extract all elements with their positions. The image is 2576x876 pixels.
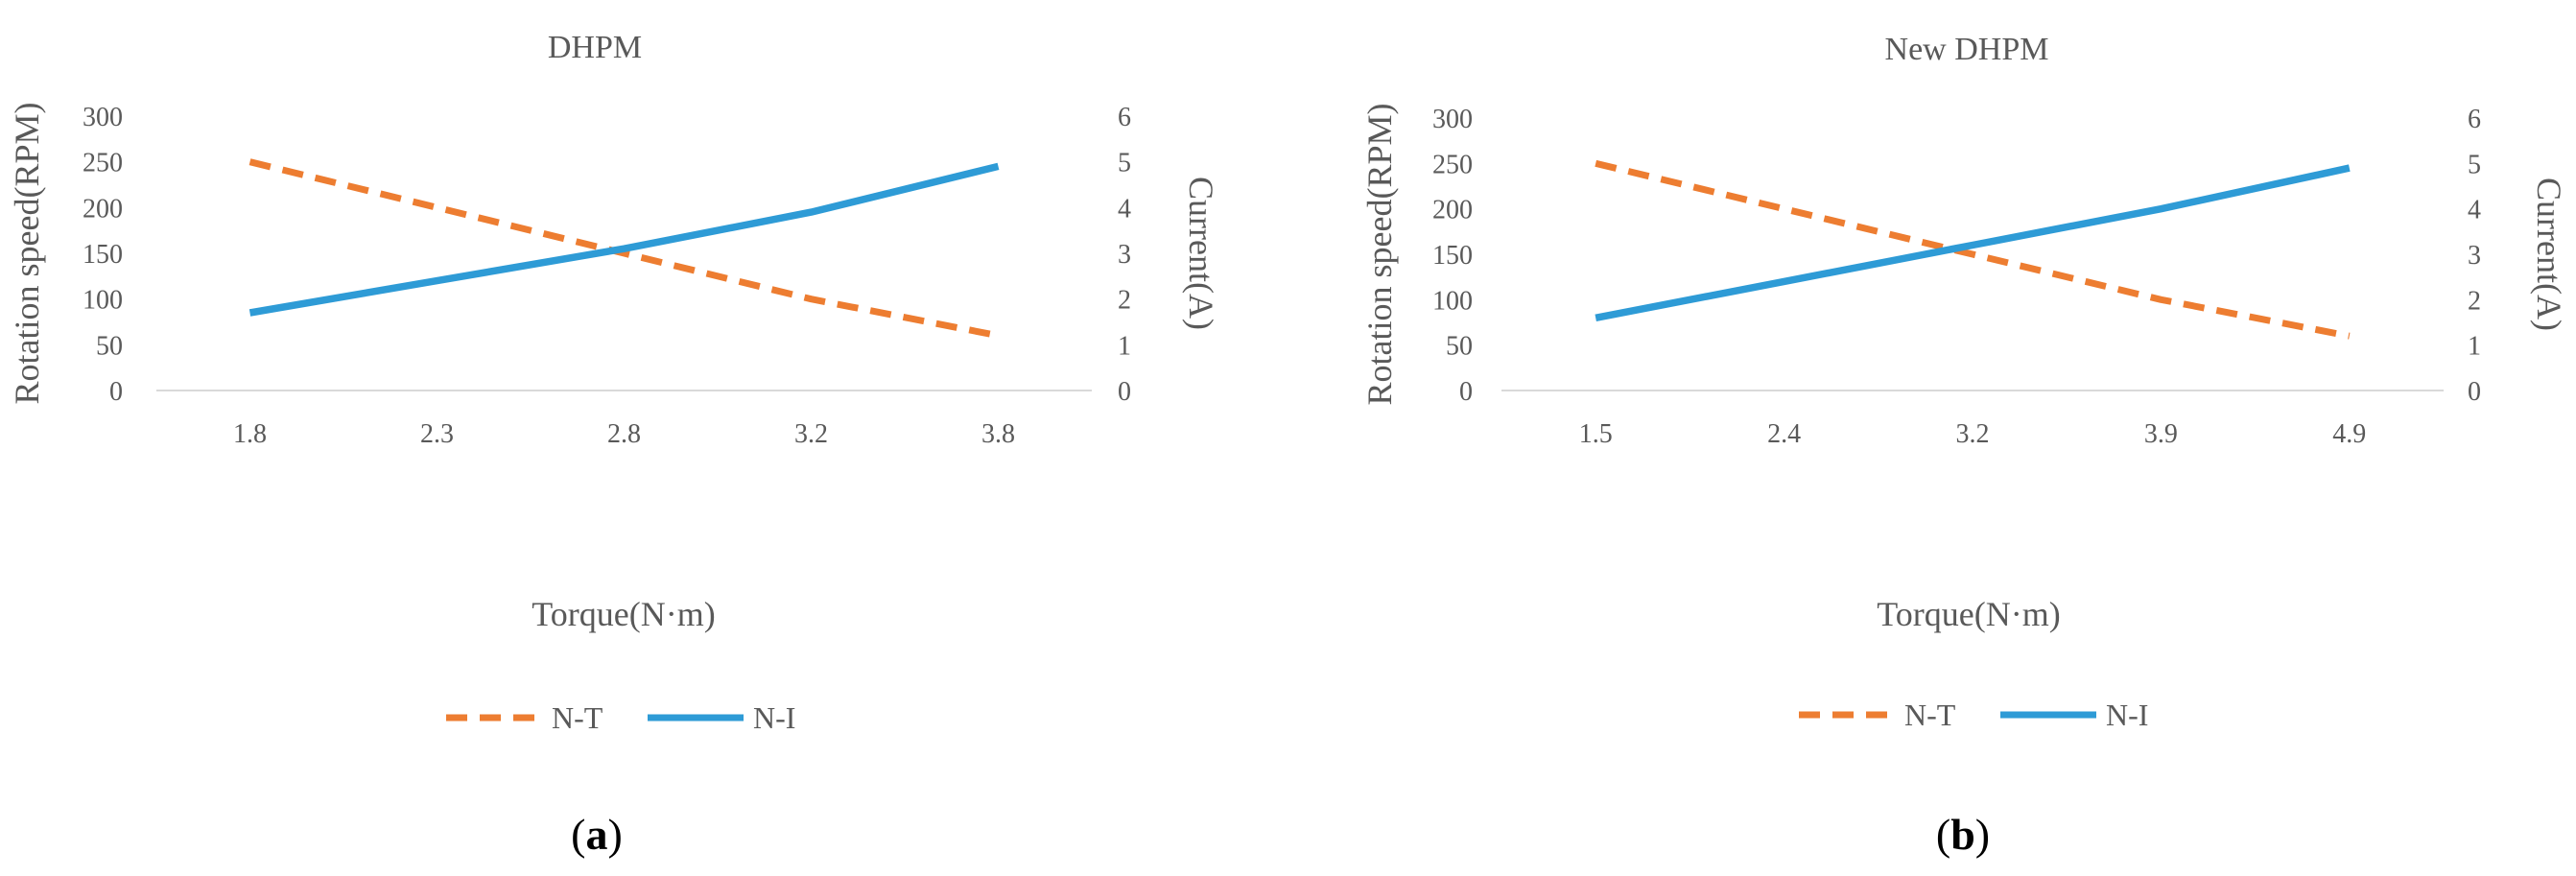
y-right-tick-label: 5: [1118, 149, 1131, 178]
legend-label: N-T: [552, 700, 603, 735]
y-tick-label: 100: [83, 286, 123, 316]
x-tick-label: 3.8: [981, 419, 1015, 449]
panel-paren-open: (: [571, 810, 585, 859]
y-tick-label: 300: [1432, 105, 1473, 134]
legend: N-T N-I: [446, 700, 795, 735]
chart-title: New DHPM: [1885, 32, 2049, 67]
chart-a: DHPM 0 50 100 150 200 250 300 0 1 2 3 4 5 6 1.8 2.3 2.8 3.…: [8, 30, 1220, 859]
y-right-tick-label: 6: [1118, 103, 1131, 132]
y-right-tick-label: 2: [2468, 286, 2481, 316]
x-tick-label: 2.8: [607, 419, 641, 449]
y-axis-label: Rotation speed(RPM): [1360, 104, 1399, 406]
series-line-n-t: [1595, 159, 2351, 340]
panel-label: (b): [1936, 810, 1990, 859]
series-line-n-i: [248, 162, 1000, 317]
x-axis-label: Torque(N·m): [532, 595, 715, 633]
y-right-tick-label: 5: [2468, 150, 2481, 179]
chart-b: New DHPM 0 50 100 150 200 250 300 0 1 2 3 4 5 6 1.5 2.4 3…: [1360, 32, 2568, 859]
panel-paren-close: ): [608, 810, 623, 859]
y-tick-label: 50: [96, 331, 123, 361]
panel-paren-open: (: [1936, 810, 1950, 859]
legend-label: N-I: [2106, 698, 2148, 732]
series-line-n-i: [1595, 164, 2351, 321]
legend: N-T N-I: [1799, 698, 2148, 732]
x-tick-label: 3.2: [1956, 419, 1990, 449]
series-line-n-t: [248, 158, 1000, 340]
y-right-tick-label: 3: [1118, 240, 1131, 270]
x-tick-label: 2.4: [1767, 419, 1801, 449]
y-tick-label: 300: [83, 103, 123, 132]
y-right-tick-label: 1: [2468, 332, 2481, 362]
y-right-tick-label: 2: [1118, 286, 1131, 316]
y-tick-label: 200: [83, 194, 123, 224]
x-tick-label: 3.2: [794, 419, 828, 449]
y-tick-label: 0: [109, 377, 123, 407]
panel-paren-close: ): [1975, 810, 1990, 859]
y-tick-label: 250: [83, 149, 123, 178]
chart-title: DHPM: [548, 30, 642, 65]
x-tick-label: 1.5: [1579, 419, 1613, 449]
y-tick-label: 100: [1432, 286, 1473, 316]
x-tick-label: 4.9: [2332, 419, 2366, 449]
legend-label: N-I: [753, 700, 795, 735]
panel-label: (a): [571, 810, 623, 859]
y-tick-label: 0: [1459, 377, 1473, 407]
x-tick-label: 2.3: [420, 419, 454, 449]
y-tick-label: 150: [83, 240, 123, 270]
y-tick-label: 200: [1432, 196, 1473, 225]
y-tick-label: 50: [1446, 332, 1473, 362]
y-right-tick-label: 3: [2468, 241, 2481, 271]
panel-letter: a: [586, 810, 608, 859]
y-tick-label: 250: [1432, 150, 1473, 179]
y-tick-label: 150: [1432, 241, 1473, 271]
y-right-tick-label: 4: [1118, 194, 1131, 224]
y-right-tick-label: 6: [2468, 105, 2481, 134]
y-axis-label: Rotation speed(RPM): [8, 103, 46, 405]
x-tick-label: 1.8: [233, 419, 267, 449]
y-right-tick-label: 1: [1118, 331, 1131, 361]
y-right-tick-label: 0: [1118, 377, 1131, 407]
y-right-axis-label: Current(A): [2530, 178, 2568, 331]
x-axis-label: Torque(N·m): [1877, 595, 2060, 633]
x-tick-label: 3.9: [2144, 419, 2178, 449]
panel-letter: b: [1950, 810, 1975, 859]
legend-label: N-T: [1904, 698, 1956, 732]
y-right-tick-label: 0: [2468, 377, 2481, 407]
y-right-axis-label: Current(A): [1182, 177, 1220, 330]
y-right-tick-label: 4: [2468, 196, 2481, 225]
